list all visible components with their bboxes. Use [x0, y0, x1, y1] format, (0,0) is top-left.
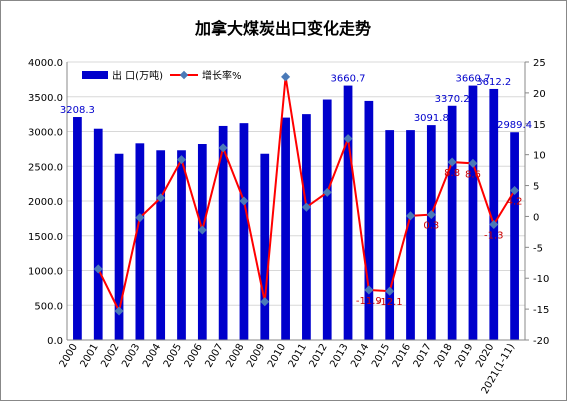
bar [385, 130, 395, 340]
y-right-tick-label: 20 [533, 89, 546, 100]
bar [156, 150, 166, 340]
line-point [239, 196, 249, 206]
bar [135, 143, 145, 340]
line-data-label: -11.9 [356, 296, 382, 307]
line-data-label: 8.8 [444, 168, 460, 179]
line-data-label: 0.3 [423, 221, 439, 232]
legend-bar-label: 出 口(万吨) [112, 69, 163, 82]
y-left-tick-label: 1000.0 [28, 267, 63, 278]
y-right-tick-label: 5 [533, 182, 539, 193]
y-right-tick-label: -5 [533, 243, 543, 254]
line-point [343, 134, 353, 144]
bar [260, 153, 270, 340]
axes: 0.0 500.0 1000.0 1500.0 2000.0 2500.0 3000.0 35… [28, 58, 549, 396]
line-data-label: -12.1 [377, 297, 403, 308]
y-right-tick-label: -15 [533, 305, 549, 316]
chart-title: 加拿大煤炭出口变化走势 [194, 19, 371, 38]
bar-data-label: 2989.4 [497, 120, 532, 131]
bar [281, 117, 290, 340]
bar-series [73, 85, 519, 340]
bar-data-label: 3370.2 [435, 94, 470, 105]
bar [177, 150, 186, 340]
y-right-tick-label: -10 [533, 274, 549, 285]
y-left-tick-label: 2500.0 [28, 162, 63, 173]
line-point [156, 193, 166, 203]
bar [93, 128, 103, 340]
legend-bar-swatch [82, 71, 108, 79]
bar [73, 117, 82, 340]
line-series [93, 72, 520, 316]
line-point [114, 306, 124, 316]
line-point [426, 210, 436, 220]
y-left-tick-label: 3000.0 [28, 128, 63, 139]
y-left-tick-label: 2000.0 [28, 197, 63, 208]
line-point [447, 157, 457, 167]
line-data-label: -1.3 [484, 230, 504, 241]
y-left-tick-label: 1500.0 [28, 232, 63, 243]
bar [426, 125, 436, 340]
line-point [197, 225, 207, 235]
bar [406, 130, 415, 340]
y-right-tick-label: 25 [533, 58, 546, 69]
bar [322, 99, 332, 340]
data-labels: 3208.33660.73091.83370.23660.73612.22989… [60, 74, 532, 309]
bar [197, 144, 207, 340]
bar [302, 114, 311, 340]
bar [239, 123, 249, 340]
bar [114, 153, 124, 340]
line-data-label: 8.6 [465, 169, 481, 180]
y-left-tick-label: 0.0 [47, 336, 63, 347]
y-right-tick-label: 10 [533, 151, 546, 162]
y-right-tick-label: -20 [533, 336, 549, 347]
bar-data-label: 3612.2 [476, 77, 511, 88]
bar-data-label: 3660.7 [331, 74, 366, 85]
bar [489, 88, 499, 340]
bar [468, 85, 478, 340]
bar-data-label: 3208.3 [60, 105, 95, 116]
y-left-tick-label: 500.0 [34, 301, 63, 312]
bar-data-label: 3660.7 [455, 74, 490, 85]
bar [447, 105, 457, 340]
bar [364, 100, 374, 340]
line-point [322, 187, 332, 197]
line-data-label: 4.2 [507, 196, 523, 207]
legend: 出 口(万吨) 增长率% [82, 69, 242, 82]
legend-line-marker [179, 70, 189, 80]
legend-line-label: 增长率% [202, 69, 242, 82]
y-left-tick-label: 4000.0 [28, 58, 63, 69]
y-right-tick-label: 0 [533, 212, 539, 223]
bar [510, 132, 519, 340]
bar [343, 85, 353, 340]
bar-data-label: 3091.8 [414, 113, 449, 124]
bar [218, 125, 228, 340]
y-left-tick-label: 3500.0 [28, 93, 63, 104]
line-point [218, 143, 228, 153]
line-point [176, 155, 187, 165]
line-point [135, 213, 145, 223]
y-right-tick-label: 15 [533, 120, 546, 131]
